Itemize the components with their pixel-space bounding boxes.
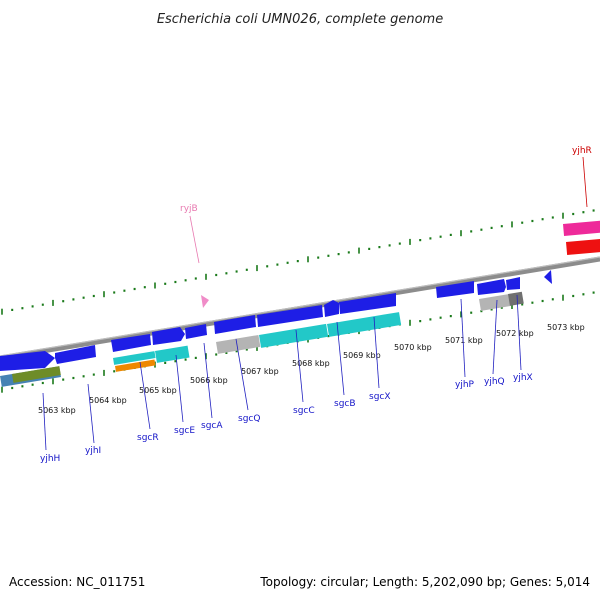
feature-block[interactable]	[215, 334, 261, 354]
feature-block[interactable]	[113, 351, 156, 365]
outer-tick-row	[1, 209, 595, 315]
feature-block[interactable]	[115, 359, 156, 372]
feature-arrow[interactable]	[152, 327, 185, 345]
feature-arrow[interactable]	[436, 281, 474, 298]
kbp-label: 5070 kbp	[394, 343, 432, 352]
feature-arrow[interactable]	[477, 279, 506, 295]
kbp-label: 5072 kbp	[496, 329, 534, 338]
gene-labels: yjhH yjhI sgcR sgcE sgcA sgcQ sgcC sgcB …	[40, 146, 592, 464]
gene-label[interactable]: yjhI	[85, 446, 101, 456]
feature-block[interactable]	[479, 294, 511, 311]
feature-arrow[interactable]	[185, 324, 207, 339]
kbp-label: 5067 kbp	[241, 367, 279, 376]
feature-block[interactable]	[155, 345, 190, 363]
gene-label[interactable]: sgcB	[334, 399, 356, 409]
gene-callout-lines	[42, 156, 588, 451]
gene-features	[0, 220, 600, 387]
genome-summary-text: Topology: circular; Length: 5,202,090 bp…	[259, 575, 590, 589]
kbp-label: 5063 kbp	[38, 406, 76, 415]
kbp-label: 5073 kbp	[547, 323, 585, 332]
feature-arrow-ryjB[interactable]	[201, 295, 209, 308]
feature-arrow[interactable]	[214, 315, 256, 334]
gene-label[interactable]: sgcQ	[238, 414, 260, 424]
accession-text: Accession: NC_011751	[9, 575, 145, 589]
feature-arrow[interactable]	[111, 334, 151, 352]
kbp-label: 5065 kbp	[139, 386, 177, 395]
gene-label[interactable]: yjhP	[455, 380, 475, 390]
gene-label[interactable]: yjhX	[513, 373, 533, 383]
feature-block-yjhR[interactable]	[563, 220, 600, 236]
gene-label[interactable]: sgcX	[369, 392, 391, 402]
map-title: Escherichia coli UMN026, complete genome	[157, 12, 443, 27]
gene-label[interactable]: yjhH	[40, 454, 60, 464]
feature-arrow[interactable]	[324, 300, 339, 317]
gene-label[interactable]: yjhQ	[484, 377, 505, 387]
feature-block[interactable]	[327, 312, 402, 337]
scale-labels: 5063 kbp 5064 kbp 5065 kbp 5066 kbp 5067…	[38, 323, 585, 415]
feature-arrow[interactable]	[339, 293, 396, 314]
feature-arrow[interactable]	[55, 345, 96, 364]
feature-arrow[interactable]	[0, 351, 55, 371]
feature-block[interactable]	[12, 366, 61, 383]
kbp-label: 5069 kbp	[343, 351, 381, 360]
feature-block[interactable]	[259, 323, 329, 348]
feature-block[interactable]	[507, 291, 524, 306]
kbp-label: 5068 kbp	[292, 359, 330, 368]
kbp-label: 5066 kbp	[190, 376, 228, 385]
kbp-label: 5064 kbp	[89, 396, 127, 405]
feature-arrow[interactable]	[506, 277, 520, 290]
gene-label[interactable]: sgcE	[174, 426, 195, 436]
gene-label-yjhR[interactable]: yjhR	[572, 146, 592, 156]
feature-arrow[interactable]	[544, 270, 552, 284]
kbp-label: 5071 kbp	[445, 336, 483, 345]
feature-block[interactable]	[566, 238, 600, 255]
gene-label[interactable]: sgcR	[137, 433, 159, 443]
gene-label[interactable]: sgcC	[293, 406, 315, 416]
gene-label[interactable]: sgcA	[201, 421, 223, 431]
genome-backbone	[0, 256, 600, 361]
feature-arrow[interactable]	[257, 305, 323, 327]
gene-label-ryjB[interactable]: ryjB	[180, 204, 198, 214]
